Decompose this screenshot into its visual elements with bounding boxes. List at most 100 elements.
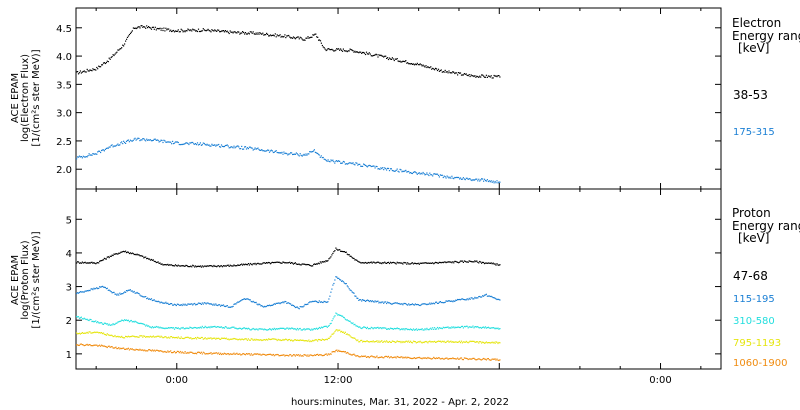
data-point <box>214 144 216 146</box>
data-point <box>91 154 93 156</box>
data-point <box>166 351 168 353</box>
data-point <box>296 306 298 308</box>
data-point <box>261 339 263 342</box>
data-point <box>184 31 186 33</box>
data-point <box>398 356 400 358</box>
data-point <box>192 264 194 266</box>
data-point <box>351 354 353 356</box>
data-point <box>247 32 249 34</box>
data-point <box>290 37 292 39</box>
data-point <box>369 53 371 55</box>
data-point <box>347 163 349 165</box>
data-point <box>246 328 248 330</box>
data-point <box>200 303 202 305</box>
data-point <box>192 338 194 340</box>
data-point <box>343 282 345 284</box>
data-point <box>421 262 423 264</box>
data-point <box>101 345 104 347</box>
data-point <box>234 338 236 340</box>
data-point <box>104 334 106 336</box>
data-point <box>77 156 79 158</box>
data-point <box>322 46 324 48</box>
data-point <box>347 286 349 288</box>
data-point <box>149 139 152 141</box>
data-point <box>281 327 283 329</box>
data-point <box>272 34 274 36</box>
data-point <box>98 345 100 347</box>
data-point <box>231 31 233 33</box>
data-point <box>407 171 409 173</box>
data-point <box>426 262 428 264</box>
data-point <box>203 142 205 145</box>
data-point <box>439 340 441 342</box>
data-point <box>454 260 456 262</box>
data-point <box>86 68 88 70</box>
data-point <box>392 356 394 359</box>
data-point <box>220 265 223 267</box>
data-point <box>168 264 170 266</box>
data-point <box>452 177 454 179</box>
data-point <box>271 338 273 340</box>
data-point <box>352 322 354 324</box>
data-point <box>219 353 221 355</box>
data-point <box>327 159 329 161</box>
data-point <box>287 354 289 357</box>
data-point <box>336 248 338 250</box>
data-point <box>183 304 185 306</box>
data-point <box>93 321 95 323</box>
data-point <box>82 318 84 320</box>
data-point <box>357 297 359 299</box>
data-point <box>286 327 288 329</box>
data-point <box>229 147 231 149</box>
data-point <box>276 328 278 330</box>
data-point <box>271 34 273 36</box>
data-point <box>325 260 327 262</box>
data-point <box>111 56 113 58</box>
data-point <box>97 151 99 153</box>
data-point <box>291 304 293 306</box>
data-point <box>382 167 384 169</box>
data-point <box>469 298 471 300</box>
proton-ytick-label: 4 <box>66 249 72 260</box>
data-point <box>131 348 133 350</box>
data-point <box>150 140 153 142</box>
data-point <box>123 337 125 339</box>
data-point <box>473 75 475 78</box>
data-point <box>452 357 454 359</box>
data-point <box>288 34 290 37</box>
data-point <box>336 276 338 278</box>
data-point <box>383 341 385 343</box>
data-point <box>421 65 423 67</box>
data-point <box>475 326 477 328</box>
data-point <box>174 337 177 339</box>
data-point <box>165 141 167 143</box>
data-point <box>98 262 100 264</box>
data-point <box>317 301 319 304</box>
data-point <box>139 140 141 142</box>
data-point <box>358 261 360 263</box>
data-point <box>477 297 479 299</box>
data-point <box>493 263 495 265</box>
data-point <box>394 341 396 344</box>
data-point <box>480 261 482 263</box>
data-point <box>120 320 122 322</box>
data-point <box>211 143 213 145</box>
data-point <box>161 27 163 30</box>
data-point <box>402 357 404 359</box>
data-point <box>82 70 84 73</box>
data-point <box>241 328 243 330</box>
data-point <box>462 327 464 329</box>
data-point <box>441 261 443 263</box>
data-point <box>293 153 296 155</box>
data-point <box>389 168 392 170</box>
data-point <box>250 353 252 355</box>
data-point <box>120 347 122 349</box>
data-point <box>340 49 343 51</box>
data-point <box>191 30 193 32</box>
data-point <box>245 148 248 150</box>
data-point <box>409 341 411 343</box>
data-point <box>230 327 232 329</box>
data-point <box>182 326 184 329</box>
data-point <box>238 31 240 33</box>
data-point <box>245 298 248 300</box>
